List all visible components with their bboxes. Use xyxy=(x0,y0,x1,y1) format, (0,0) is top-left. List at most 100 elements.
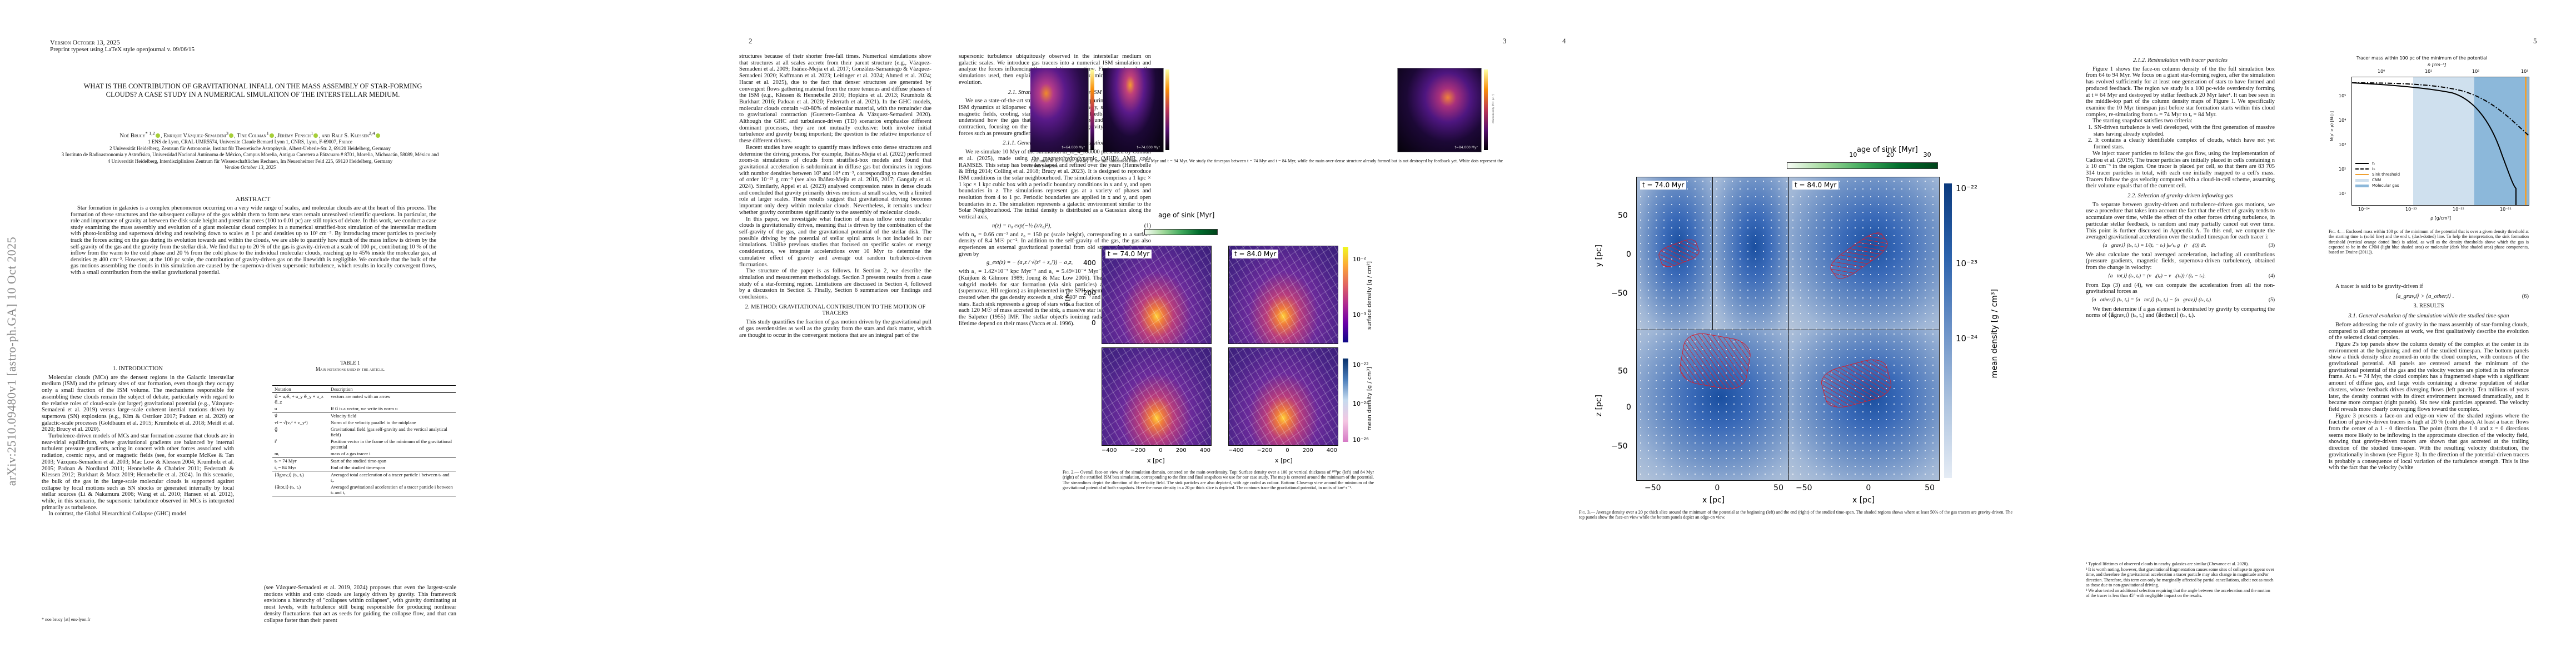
legend-label: tₛ xyxy=(2372,161,2375,166)
colorbar xyxy=(1090,69,1094,150)
y-tick: 200 xyxy=(1083,289,1096,297)
colorbar-tick: 10⁻²⁴ xyxy=(1956,334,1978,344)
x-tick: 10¹ xyxy=(2425,69,2433,74)
equation: n(z) = n₀ exp(−½ (z/z₀)²), xyxy=(992,222,1052,229)
page-3: 3 t=64.000 Myr t=74.000 Myr t=84.000 Myr… xyxy=(1030,0,1546,667)
x-axis-label: ρ [g/cm³] xyxy=(2430,216,2452,221)
cell-notation: v⃗ xyxy=(272,412,328,419)
orcid-icon[interactable] xyxy=(155,133,160,138)
x-tick: 10⁻²³ xyxy=(2405,207,2417,212)
paragraph: Turbulence-driven models of MCs and star… xyxy=(42,433,234,511)
arxiv-stamp-text: arXiv:2510.09480v1 [astro-ph.GA] 10 Oct … xyxy=(4,236,18,486)
orcid-icon[interactable] xyxy=(375,133,380,138)
author[interactable]: Tine Colman1, xyxy=(237,130,278,139)
intro-column: 1. INTRODUCTION Molecular clouds (MCs) a… xyxy=(42,362,234,517)
x-ticks-right: −50 0 50 xyxy=(1796,484,1935,492)
title-line-2: CLOUDS? A CASE STUDY IN A NUMERICAL SIMU… xyxy=(106,91,400,98)
x-tick: 0 xyxy=(1866,484,1871,492)
y-tick: 10¹ xyxy=(2339,191,2346,196)
paragraph: Figure 2's top panels show the column de… xyxy=(2329,341,2529,412)
table-row: r⃗ Position vector in the frame of the mi… xyxy=(272,438,456,450)
cell-notation: tₑ = 84 Myr xyxy=(275,465,296,470)
paragraph: A tracer is said to be gravity-driven if xyxy=(2335,283,2423,290)
cell-description: If u⃗ is a vector, we write its norm u xyxy=(330,406,398,411)
footnote: * noe.brucy [at] ens-lyon.fr xyxy=(42,617,91,622)
equation-number: (1) xyxy=(1144,222,1151,229)
fig1-caption: Fig. 1.— Evolution of the surface densit… xyxy=(1030,158,1503,169)
cell-description: Velocity field xyxy=(328,412,456,419)
y-tick: 10⁵ xyxy=(2339,93,2346,98)
fig4-curves xyxy=(2352,82,2529,205)
page-number: 3 xyxy=(1503,37,1507,45)
header-version: Version October 13, 2025 xyxy=(50,38,120,46)
header-preprint: Preprint typeset using LaTeX style openj… xyxy=(50,46,195,53)
paragraph: Figure 3 presents a face-on and edge-on … xyxy=(2329,412,2529,471)
colorbar-tick: 10⁻² xyxy=(1353,256,1367,263)
x-tick: −200 xyxy=(1257,447,1273,454)
x-tick: −200 xyxy=(1130,447,1146,454)
y-tick: 10³ xyxy=(2339,142,2346,147)
table-header: Notation xyxy=(272,385,328,393)
section-heading-method: 2. METHOD: GRAVITATIONAL CONTRIBUTION TO… xyxy=(745,303,926,317)
time-label: t = 74.0 Myr xyxy=(1640,181,1687,190)
x-tick: 400 xyxy=(1199,447,1210,454)
y-tick: −50 xyxy=(1611,442,1628,451)
x-tick: 400 xyxy=(1326,447,1337,454)
author-sup: * 1,2 xyxy=(145,130,155,136)
top-x-axis-label: n [cm⁻³] xyxy=(2428,62,2447,67)
page-2: 2 xyxy=(515,0,1030,667)
equation-3: ⟨a⃗grav,i⟩ (tₛ, tₑ) = 1/(tₑ − tₛ) ∫ₜₛ^ₜₑ… xyxy=(2086,243,2275,250)
author[interactable]: Noé Brucy* 1,2, xyxy=(119,130,164,139)
x-axis-label: x [pc] xyxy=(1147,457,1165,464)
affiliation: 4 Universität Heidelberg, Interdisziplin… xyxy=(107,158,393,164)
legend-label: CNM xyxy=(2372,178,2381,182)
colorbar-label: mean density [g / cm³] xyxy=(1367,367,1373,431)
paragraph: structures because of their shorter free… xyxy=(739,53,931,145)
fig4-caption: Fig. 4.— Enclosed mass within 100 pc of … xyxy=(2329,229,2529,255)
table-header: Description xyxy=(328,385,456,393)
table-row: tₛ = 74 Myr Start of the studied time-spa… xyxy=(272,457,456,464)
cell-notation: u xyxy=(275,406,277,411)
author-name: Jérémy Fensch xyxy=(277,132,311,139)
table-row: g⃗ Gravitational field (gas self-gravity … xyxy=(272,426,456,438)
author[interactable]: Jérémy Fensch1, xyxy=(277,130,322,139)
table-caption: TABLE 1 Main notations used in the artic… xyxy=(261,360,439,372)
y-tick: 0 xyxy=(1092,319,1096,327)
time-label: t = 84.0 Myr xyxy=(1232,250,1279,258)
y-axis-label: M(ρ′ > ρ) [M☉] xyxy=(2330,111,2334,142)
y-axis-label: z [pc] xyxy=(1595,395,1603,417)
velocity-arrows xyxy=(1789,330,1939,480)
colorbar-tick: 20 xyxy=(1886,151,1894,158)
velocity-arrows xyxy=(1713,177,1789,330)
cell-notation: tₛ = 74 Myr xyxy=(272,457,328,464)
colorbar-label: mean density [g / cm³] xyxy=(1990,289,1999,379)
paragraph: In contrast, the Global Hierarchical Col… xyxy=(48,511,187,517)
legend-label: tₑ xyxy=(2372,167,2375,171)
orcid-icon[interactable] xyxy=(269,133,274,138)
caption-text: Overall face-on view of the simulation d… xyxy=(1063,470,1374,490)
fig3-caption: Fig. 3.— Average density over a 20 pc th… xyxy=(1579,510,2012,520)
cell-description: mass of a gas tracer i xyxy=(330,451,371,456)
author[interactable]: and Ralf S. Klessen2,4 xyxy=(322,130,381,139)
cell-notation: mᵢ xyxy=(275,451,280,456)
fig2-top-right-panel: t = 84.0 Myr xyxy=(1228,246,1338,344)
y-tick: 10⁴ xyxy=(2339,118,2346,123)
orcid-icon[interactable] xyxy=(313,133,318,138)
cell-description: Position vector in the frame of the mini… xyxy=(330,439,452,450)
orcid-icon[interactable] xyxy=(229,133,233,138)
equation: ⟨a⃗other,i⟩ (tₛ, tₑ) = ⟨a⃗tot,i⟩ (tₛ, tₑ… xyxy=(2091,297,2213,303)
fig3-top-left-panel: t = 74.0 Myr xyxy=(1636,177,1713,331)
time-label: t = 84.0 Myr xyxy=(1792,181,1839,190)
caption-text: Enclosed mass within 100 pc of the minim… xyxy=(2329,229,2529,255)
equation-number: (5) xyxy=(2268,297,2275,303)
y-tick: 10² xyxy=(2339,167,2346,172)
fig2-bottom-right-panel xyxy=(1228,347,1338,446)
table-row: tₑ = 84 Myr End of the studied time-span xyxy=(272,464,456,471)
author[interactable]: Enrique Vázquez-Semadeni3, xyxy=(163,130,237,139)
paragraph: with a₁ = 1.42×10⁻³ kpc Myr⁻² and a₂ = 5… xyxy=(959,268,1151,327)
time-label: t = 74.0 Myr xyxy=(1105,250,1152,258)
mean-density-colorbar xyxy=(1944,183,1952,478)
abstract-text: Star formation in galaxies is a complex … xyxy=(71,205,436,276)
caption-label: Fig. 4.— xyxy=(2329,229,2345,234)
cell-description: Gravitational field (gas self-gravity an… xyxy=(330,426,447,437)
